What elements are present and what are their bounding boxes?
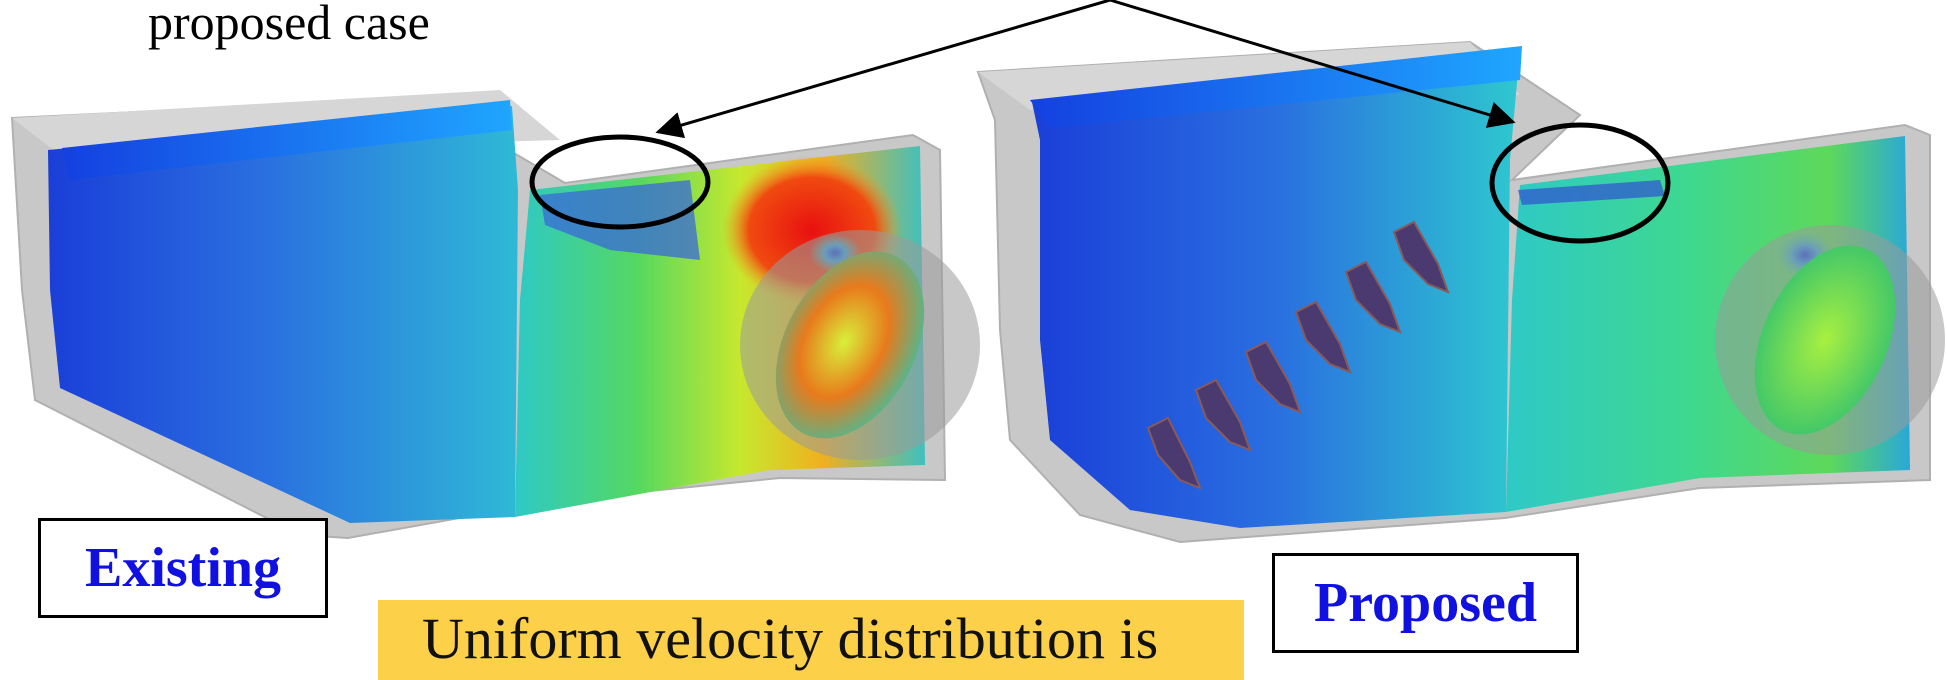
- caption-text: proposed case: [148, 0, 430, 50]
- guide-vanes: [1146, 220, 1450, 490]
- proposed-label-text: Proposed: [1314, 572, 1537, 634]
- guide-vane: [1344, 260, 1402, 334]
- callout-arrow-existing: [655, 0, 1111, 139]
- existing-callout-ellipse: [529, 134, 711, 230]
- existing-top-band: [62, 100, 512, 180]
- guide-vane: [1244, 340, 1302, 414]
- proposed-model: [976, 40, 1945, 544]
- existing-label: Existing: [38, 518, 328, 618]
- guide-vane: [1194, 378, 1252, 452]
- guide-vane: [1392, 220, 1450, 294]
- existing-model: [10, 90, 980, 540]
- cfd-velocity-figure: [10, 0, 1945, 544]
- guide-vane: [1294, 300, 1352, 374]
- conclusion-note-text: Uniform velocity distribution is: [422, 606, 1159, 671]
- proposed-top-band: [1030, 46, 1522, 128]
- proposed-inlet-chamber: [1032, 50, 1520, 528]
- existing-inlet-chamber: [48, 106, 518, 523]
- existing-label-text: Existing: [84, 537, 282, 599]
- conclusion-note: Uniform velocity distribution is: [378, 600, 1244, 680]
- proposed-separation-streak: [1518, 180, 1665, 205]
- proposed-callout-ellipse: [1489, 122, 1671, 244]
- callout-arrow-proposed: [1109, 0, 1516, 128]
- guide-vane: [1146, 416, 1202, 490]
- existing-outlet-disc: [775, 251, 925, 439]
- proposed-label: Proposed: [1272, 553, 1579, 653]
- proposed-outlet-disc: [1754, 245, 1896, 435]
- existing-separation-zone: [540, 180, 700, 260]
